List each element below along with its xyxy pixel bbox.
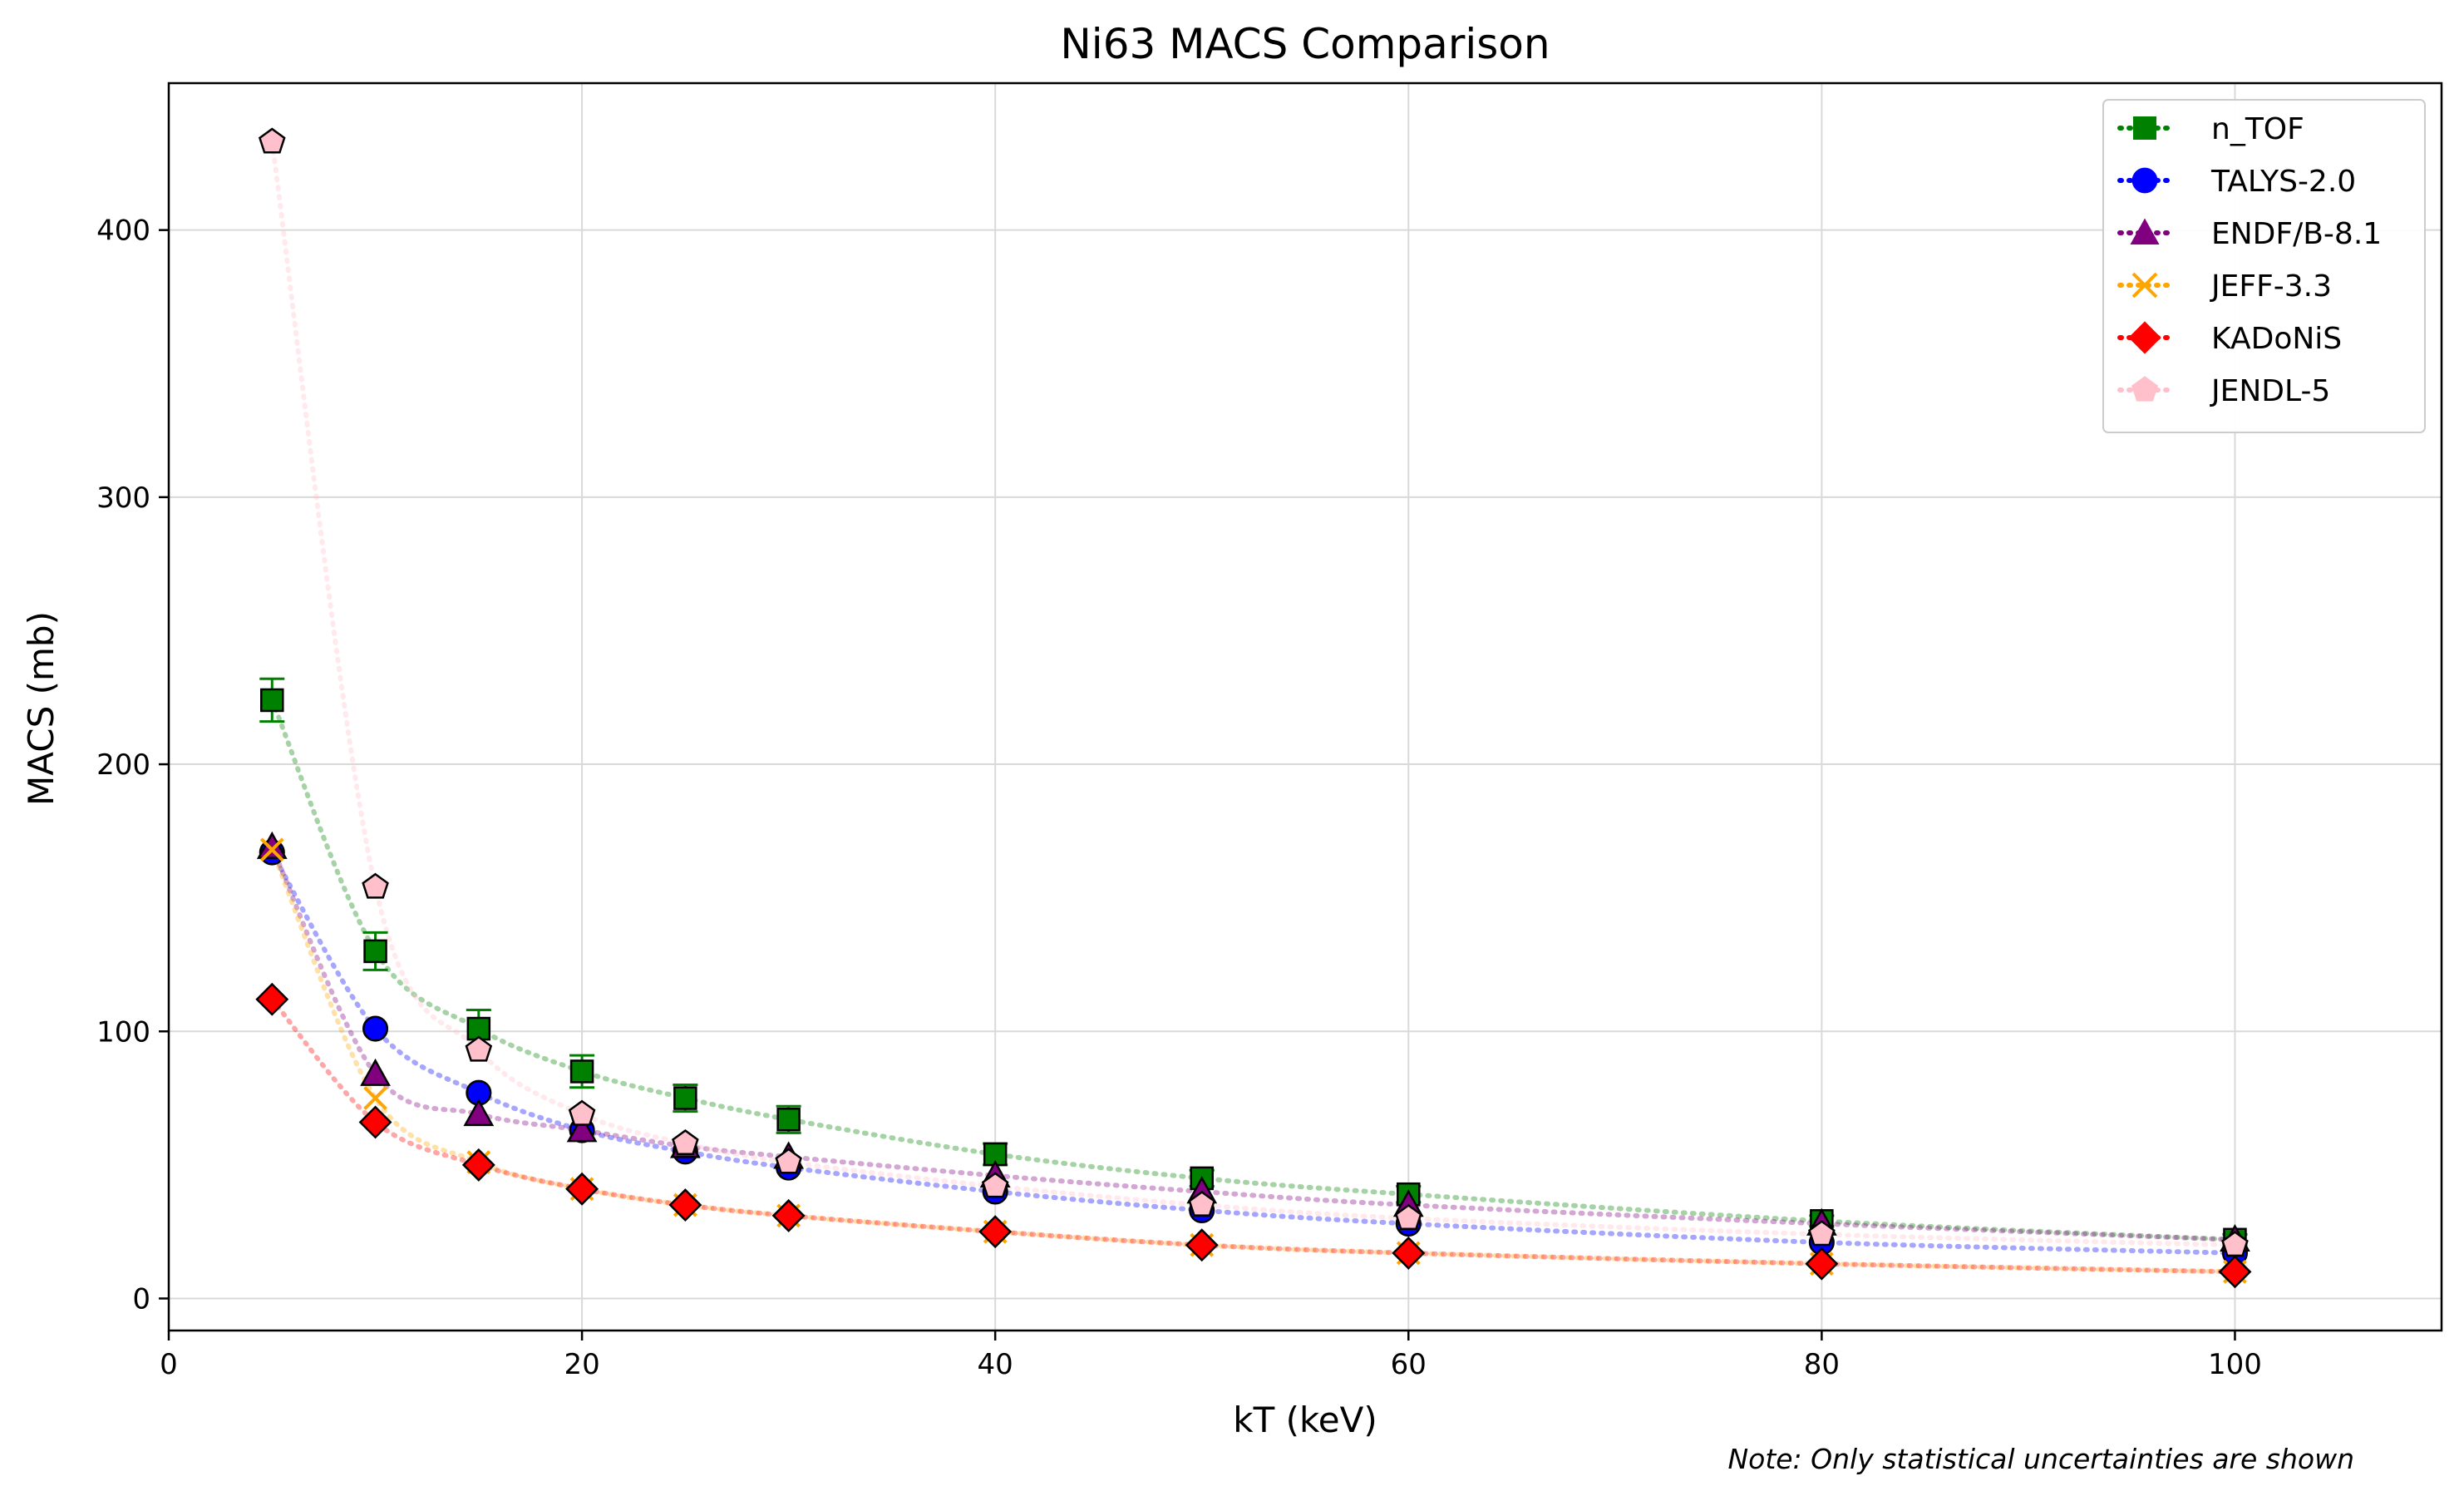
data-point — [463, 1099, 495, 1127]
series-line — [269, 697, 2238, 1242]
legend-marker — [2133, 116, 2156, 140]
x-axis-title: kT (keV) — [1233, 1400, 1377, 1440]
x-tick-label: 100 — [2208, 1348, 2262, 1381]
data-point — [672, 1129, 699, 1156]
data-point — [358, 1105, 392, 1139]
data-point — [775, 1148, 802, 1174]
legend-marker — [2128, 321, 2161, 354]
legend-label: JEFF-3.3 — [2210, 269, 2332, 304]
legend-label: TALYS-2.0 — [2210, 165, 2356, 199]
data-point — [978, 1215, 1013, 1249]
uncertainty-note: Note: Only statistical uncertainties are… — [1727, 1443, 2354, 1475]
data-point — [981, 1172, 1009, 1198]
legend-label: JENDL-5 — [2210, 374, 2330, 408]
chart-title: Ni63 MACS Comparison — [1060, 20, 1550, 68]
data-point — [2218, 1255, 2252, 1289]
legend-label: KADoNiS — [2211, 322, 2342, 356]
data-point — [776, 1108, 801, 1132]
data-point — [1185, 1228, 1219, 1262]
x-tick-label: 80 — [1804, 1348, 1840, 1381]
data-point — [673, 1086, 697, 1110]
y-tick-label: 0 — [132, 1282, 150, 1316]
y-tick-label: 200 — [96, 748, 150, 782]
series-line — [269, 850, 2238, 1256]
y-tick-label: 100 — [96, 1015, 150, 1049]
y-tick-label: 300 — [96, 481, 150, 515]
data-markers — [255, 127, 2252, 1289]
data-point — [362, 872, 389, 899]
data-point — [255, 982, 289, 1016]
data-point — [1188, 1190, 1216, 1217]
data-point — [461, 1148, 495, 1182]
data-point — [260, 688, 284, 713]
data-point — [1805, 1247, 1839, 1281]
data-point — [259, 837, 284, 862]
data-point — [569, 1059, 594, 1084]
data-point — [568, 1099, 596, 1126]
x-tick-label: 60 — [1391, 1348, 1427, 1381]
data-point — [668, 1188, 702, 1222]
data-point — [362, 1015, 389, 1042]
plot-frame — [167, 81, 2443, 1332]
series-line — [269, 847, 2238, 1275]
series-line — [269, 844, 2238, 1242]
data-point — [256, 831, 288, 859]
data-point — [1808, 1220, 1836, 1247]
data-point — [2221, 1231, 2249, 1257]
legend-marker — [2131, 272, 2158, 299]
legend-label: ENDF/B-8.1 — [2211, 217, 2382, 251]
legend-box — [2102, 99, 2426, 433]
legend-marker — [2131, 376, 2158, 402]
y-axis-title: MACS (mb) — [21, 611, 62, 806]
legend-marker — [2131, 167, 2158, 194]
legend-marker — [2130, 218, 2160, 244]
data-point — [1394, 1203, 1422, 1230]
x-tick-label: 40 — [978, 1348, 1013, 1381]
data-point — [566, 1114, 598, 1143]
axis-ticks: 0 20 40 60 80 100 0 100 200 300 400 — [96, 215, 2262, 1381]
data-point — [258, 127, 286, 154]
legend-label: n_TOF — [2211, 112, 2304, 146]
data-point — [565, 1172, 599, 1206]
data-point — [363, 939, 387, 964]
data-point — [771, 1198, 806, 1232]
x-tick-label: 20 — [564, 1348, 599, 1381]
x-tick-label: 0 — [160, 1348, 178, 1381]
data-point — [363, 1086, 387, 1110]
legend: n_TOF TALYS-2.0 ENDF/B-8.1 JEFF-3.3 KADoNiS J… — [2102, 99, 2426, 433]
data-point — [1392, 1236, 1426, 1270]
data-point — [465, 1035, 493, 1062]
y-tick-label: 400 — [96, 215, 150, 248]
data-point — [360, 1058, 391, 1086]
